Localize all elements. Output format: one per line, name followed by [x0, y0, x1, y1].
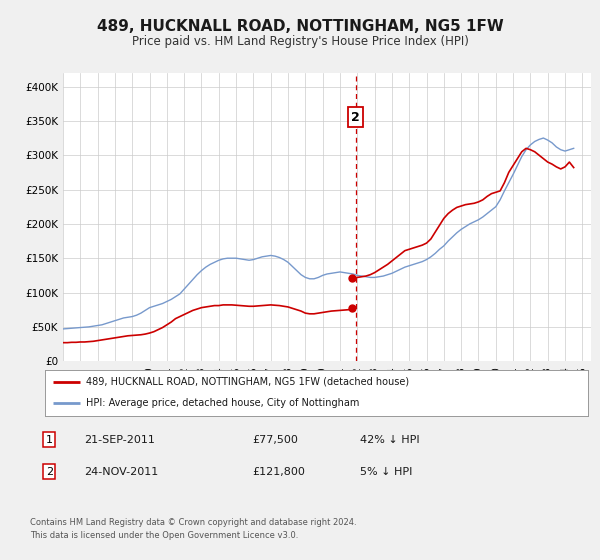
Text: 42% ↓ HPI: 42% ↓ HPI — [360, 435, 419, 445]
Text: 2: 2 — [46, 466, 53, 477]
Text: 1: 1 — [46, 435, 53, 445]
Text: £121,800: £121,800 — [252, 466, 305, 477]
Text: 489, HUCKNALL ROAD, NOTTINGHAM, NG5 1FW: 489, HUCKNALL ROAD, NOTTINGHAM, NG5 1FW — [97, 20, 503, 34]
Text: 489, HUCKNALL ROAD, NOTTINGHAM, NG5 1FW (detached house): 489, HUCKNALL ROAD, NOTTINGHAM, NG5 1FW … — [86, 377, 409, 387]
Text: Contains HM Land Registry data © Crown copyright and database right 2024.
This d: Contains HM Land Registry data © Crown c… — [30, 519, 356, 540]
Text: Price paid vs. HM Land Registry's House Price Index (HPI): Price paid vs. HM Land Registry's House … — [131, 35, 469, 49]
Text: 24-NOV-2011: 24-NOV-2011 — [84, 466, 158, 477]
Text: 2: 2 — [351, 111, 360, 124]
Text: 21-SEP-2011: 21-SEP-2011 — [84, 435, 155, 445]
Text: HPI: Average price, detached house, City of Nottingham: HPI: Average price, detached house, City… — [86, 398, 359, 408]
Text: £77,500: £77,500 — [252, 435, 298, 445]
Text: 5% ↓ HPI: 5% ↓ HPI — [360, 466, 412, 477]
